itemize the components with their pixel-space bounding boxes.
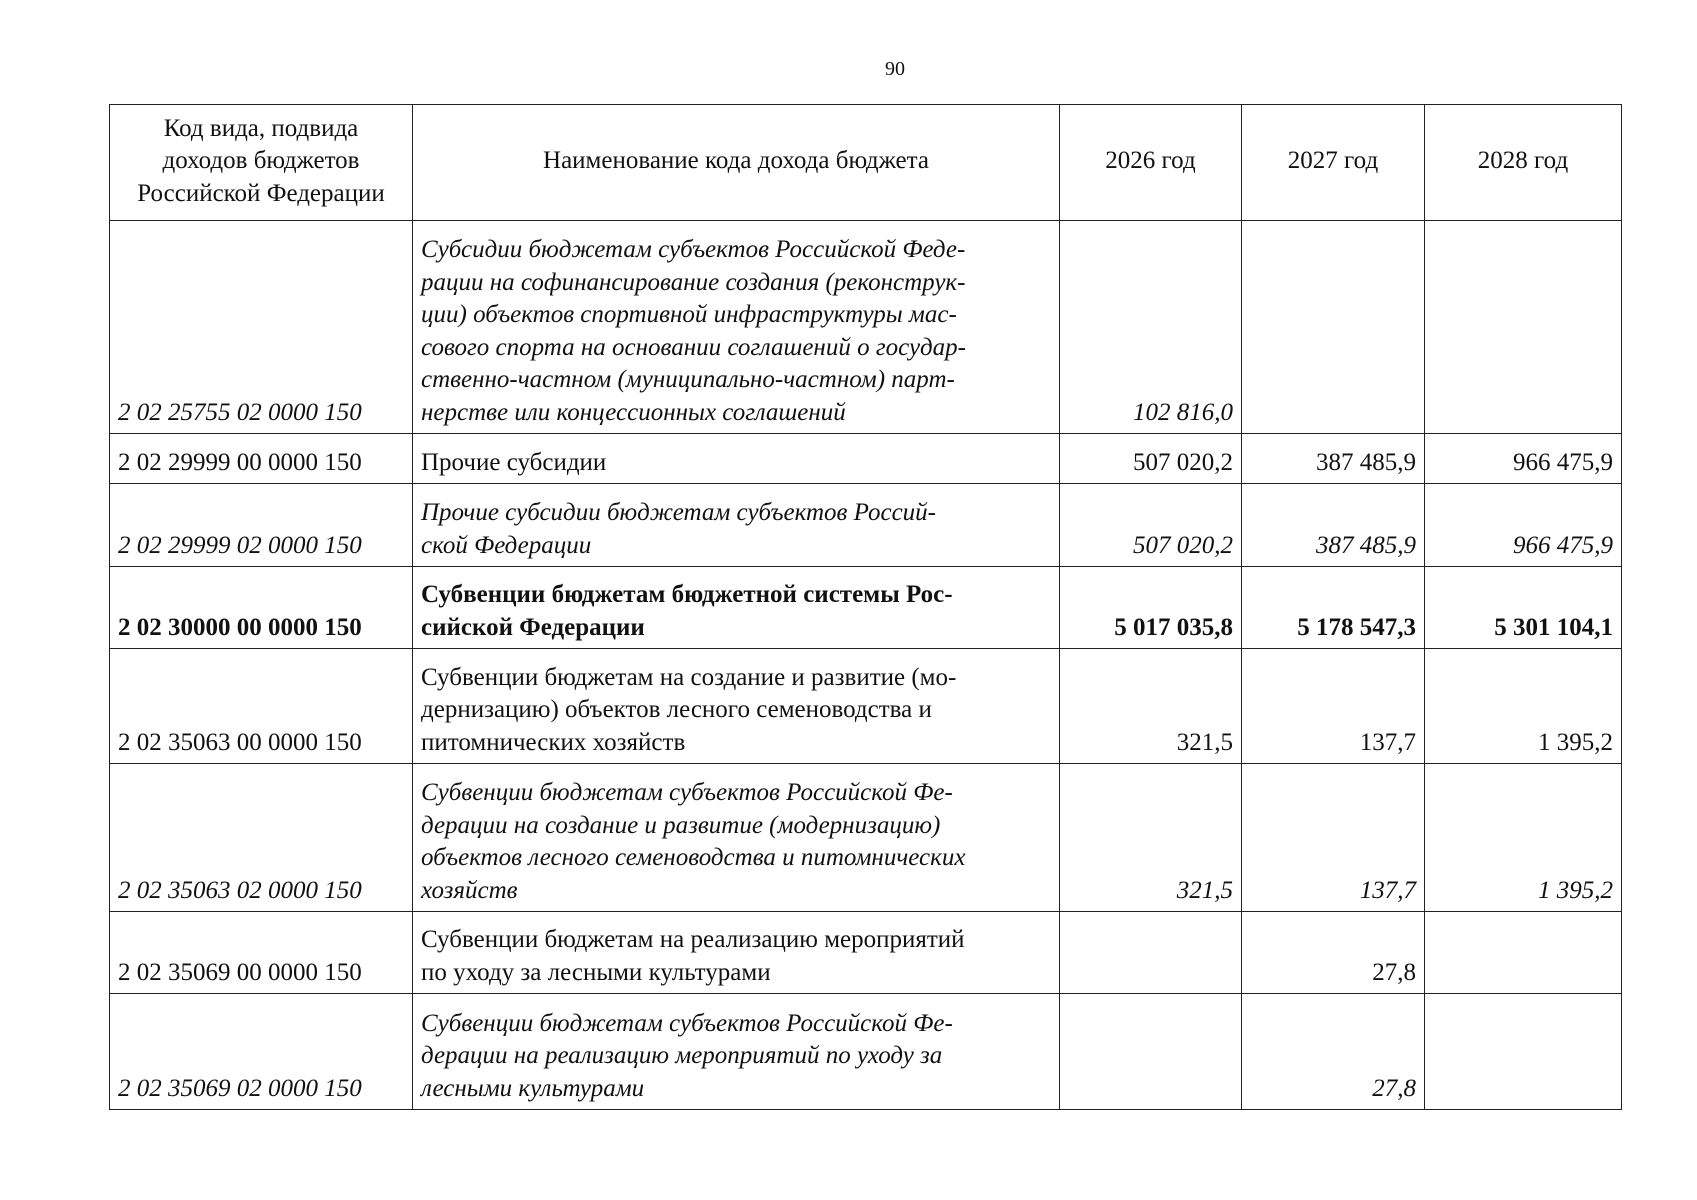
amount-cell [1241, 220, 1425, 434]
name-cell: Субвенции бюджетам на создание и развити… [412, 648, 1060, 764]
amount-cell: 27,8 [1241, 993, 1425, 1110]
amount-cell: 1 395,2 [1424, 648, 1622, 764]
code-cell: 2 02 25755 02 0000 150 [109, 220, 413, 434]
amount-cell: 321,5 [1059, 648, 1242, 764]
amount-cell: 507 020,2 [1059, 433, 1242, 484]
code-cell: 2 02 35069 00 0000 150 [109, 911, 413, 994]
page-number: 90 [885, 58, 905, 80]
column-header: 2027 год [1241, 104, 1425, 221]
amount-cell: 1 395,2 [1424, 763, 1622, 912]
amount-cell: 387 485,9 [1241, 483, 1425, 567]
revenue-table: Код вида, подвида доходов бюджетов Росси… [109, 104, 1622, 1110]
header-row: Код вида, подвида доходов бюджетов Росси… [109, 104, 1622, 221]
table-row: 2 02 29999 02 0000 150 Прочие субсидии бю… [109, 483, 1622, 567]
name-cell: Прочие субсидии [412, 433, 1060, 484]
amount-cell: 966 475,9 [1424, 433, 1622, 484]
amount-cell: 966 475,9 [1424, 483, 1622, 567]
code-cell: 2 02 35063 00 0000 150 [109, 648, 413, 764]
code-cell: 2 02 30000 00 0000 150 [109, 566, 413, 649]
table-row: 2 02 35069 02 0000 150 Субвенции бюджетам… [109, 993, 1622, 1110]
name-cell: Прочие субсидии бюджетам субъектов Росси… [412, 483, 1060, 567]
name-cell: Субвенции бюджетам субъектов Российской … [412, 993, 1060, 1110]
table-row: 2 02 35063 00 0000 150 Субвенции бюджетам… [109, 648, 1622, 764]
table-row: 2 02 35063 02 0000 150 Субвенции бюджетам… [109, 763, 1622, 912]
code-cell: 2 02 35069 02 0000 150 [109, 993, 413, 1110]
column-header: 2028 год [1424, 104, 1622, 221]
amount-cell: 321,5 [1059, 763, 1242, 912]
amount-cell [1424, 220, 1622, 434]
amount-cell: 27,8 [1241, 911, 1425, 994]
amount-cell [1059, 911, 1242, 994]
name-cell: Субвенции бюджетам на реализацию меропри… [412, 911, 1060, 994]
amount-cell [1059, 993, 1242, 1110]
amount-cell: 102 816,0 [1059, 220, 1242, 434]
amount-cell: 507 020,2 [1059, 483, 1242, 567]
amount-cell: 5 301 104,1 [1424, 566, 1622, 649]
table-row: 2 02 30000 00 0000 150 Субвенции бюджетам… [109, 566, 1622, 649]
amount-cell: 5 017 035,8 [1059, 566, 1242, 649]
table-row: 2 02 29999 00 0000 150 Прочие субсидии 507… [109, 433, 1622, 484]
amount-cell [1424, 993, 1622, 1110]
amount-cell: 137,7 [1241, 648, 1425, 764]
amount-cell: 387 485,9 [1241, 433, 1425, 484]
column-header: Код вида, подвида доходов бюджетов Росси… [109, 104, 413, 221]
name-cell: Субвенции бюджетам бюджетной системы Рос… [412, 566, 1060, 649]
table-row: 2 02 25755 02 0000 150 Субсидии бюджетам … [109, 220, 1622, 434]
code-cell: 2 02 29999 00 0000 150 [109, 433, 413, 484]
amount-cell: 5 178 547,3 [1241, 566, 1425, 649]
column-header: 2026 год [1059, 104, 1242, 221]
table-row: 2 02 35069 00 0000 150 Субвенции бюджетам… [109, 911, 1622, 994]
name-cell: Субвенции бюджетам субъектов Российской … [412, 763, 1060, 912]
amount-cell: 137,7 [1241, 763, 1425, 912]
code-cell: 2 02 35063 02 0000 150 [109, 763, 413, 912]
amount-cell [1424, 911, 1622, 994]
name-cell: Субсидии бюджетам субъектов Российской Ф… [412, 220, 1060, 434]
code-cell: 2 02 29999 02 0000 150 [109, 483, 413, 567]
column-header: Наименование кода дохода бюджета [412, 104, 1060, 221]
